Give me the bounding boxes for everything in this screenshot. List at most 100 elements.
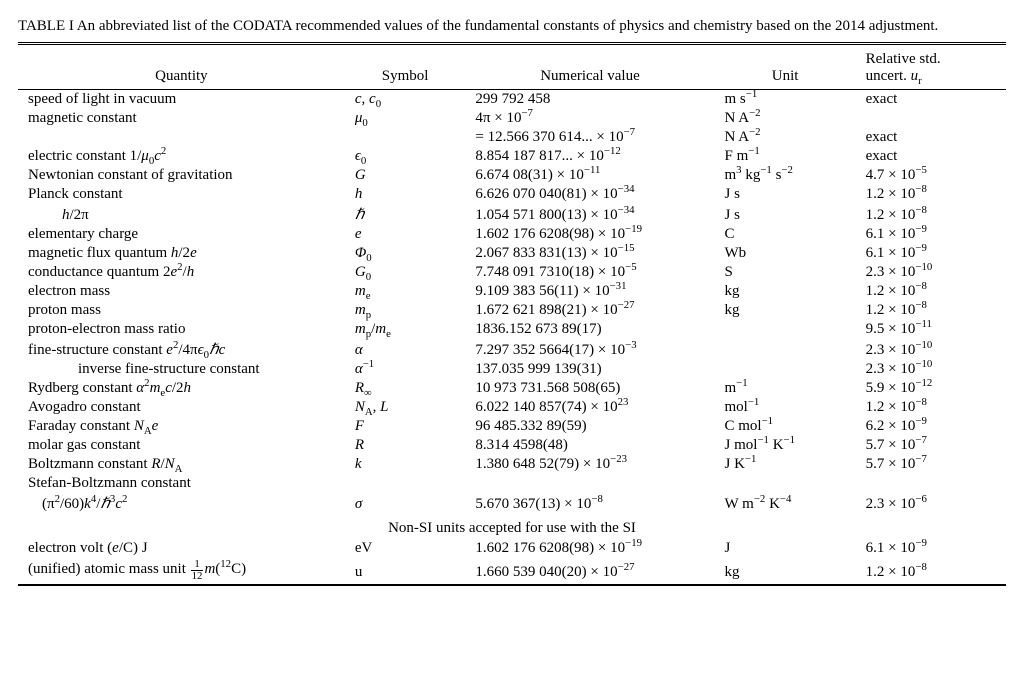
hdr-quantity: Quantity: [18, 47, 345, 89]
unc: 6.1 × 10−9: [856, 539, 1006, 558]
val: 6.626 070 040(81) × 10−34: [465, 185, 714, 204]
val: 1.660 539 040(20) × 10−27: [465, 558, 714, 582]
unc: 6.2 × 10−9: [856, 417, 1006, 436]
unit: kg: [715, 301, 856, 320]
val: 9.109 383 56(11) × 10−31: [465, 282, 714, 301]
sym: u: [345, 558, 466, 582]
table-row: Avogadro constant NA, L 6.022 140 857(74…: [18, 398, 1006, 417]
table-row: electric constant 1/μ0c2 ϵ0 8.854 187 81…: [18, 147, 1006, 166]
unit: N A−2: [715, 128, 856, 147]
sym: R∞: [345, 379, 466, 398]
sym: ϵ0: [345, 147, 466, 166]
val: 8.314 4598(48): [465, 436, 714, 455]
unc: 5.7 × 10−7: [856, 436, 1006, 455]
val: 7.297 352 5664(17) × 10−3: [465, 339, 714, 360]
header-row: Quantity Symbol Numerical value Unit Rel…: [18, 47, 1006, 89]
table-row: (unified) atomic mass unit 112m(12C) u 1…: [18, 558, 1006, 582]
section-header: Non-SI units accepted for use with the S…: [18, 514, 1006, 539]
table-row: (π2/60)k4/ℏ3c2 σ 5.670 367(13) × 10−8 W …: [18, 493, 1006, 514]
val: 6.674 08(31) × 10−11: [465, 166, 714, 185]
table-row: Boltzmann constant R/NA k 1.380 648 52(7…: [18, 455, 1006, 474]
table-row: Stefan-Boltzmann constant: [18, 474, 1006, 493]
unit: W m−2 K−4: [715, 493, 856, 514]
sym: G0: [345, 263, 466, 282]
sym: eV: [345, 539, 466, 558]
qty: fine-structure constant e2/4πϵ0ℏc: [18, 339, 345, 360]
qty: electric constant 1/μ0c2: [18, 147, 345, 166]
val: 4π × 10−7: [465, 109, 714, 128]
sym: me: [345, 282, 466, 301]
qty: (π2/60)k4/ℏ3c2: [18, 493, 345, 514]
sym: e: [345, 225, 466, 244]
unc: 9.5 × 10−11: [856, 320, 1006, 339]
table-row: Newtonian constant of gravitation G 6.67…: [18, 166, 1006, 185]
val: 1836.152 673 89(17): [465, 320, 714, 339]
qty: Newtonian constant of gravitation: [18, 166, 345, 185]
val: 96 485.332 89(59): [465, 417, 714, 436]
unit: J K−1: [715, 455, 856, 474]
unc: 2.3 × 10−6: [856, 493, 1006, 514]
qty: magnetic constant: [18, 109, 345, 128]
val: 1.602 176 6208(98) × 10−19: [465, 539, 714, 558]
unit: m−1: [715, 379, 856, 398]
unit: mol−1: [715, 398, 856, 417]
unit: m3 kg−1 s−2: [715, 166, 856, 185]
qty: proton-electron mass ratio: [18, 320, 345, 339]
sym: mp/me: [345, 320, 466, 339]
unc: 6.1 × 10−9: [856, 225, 1006, 244]
unit: J: [715, 539, 856, 558]
unit: kg: [715, 558, 856, 582]
unc: 2.3 × 10−10: [856, 263, 1006, 282]
table-row: electron volt (e/C) J eV 1.602 176 6208(…: [18, 539, 1006, 558]
qty: Avogadro constant: [18, 398, 345, 417]
val: 6.022 140 857(74) × 1023: [465, 398, 714, 417]
unit: J s: [715, 204, 856, 225]
val: 1.380 648 52(79) × 10−23: [465, 455, 714, 474]
unc: 1.2 × 10−8: [856, 398, 1006, 417]
sym: σ: [345, 493, 466, 514]
qty: Rydberg constant α2mec/2h: [18, 379, 345, 398]
unit: N A−2: [715, 109, 856, 128]
table-row: h/2π ℏ 1.054 571 800(13) × 10−34 J s 1.2…: [18, 204, 1006, 225]
qty: Planck constant: [18, 185, 345, 204]
unc: [856, 109, 1006, 128]
table-row: Rydberg constant α2mec/2h R∞ 10 973 731.…: [18, 379, 1006, 398]
sym: μ0: [345, 109, 466, 128]
table-row: fine-structure constant e2/4πϵ0ℏc α 7.29…: [18, 339, 1006, 360]
val: 1.602 176 6208(98) × 10−19: [465, 225, 714, 244]
sym: NA, L: [345, 398, 466, 417]
table-row: speed of light in vacuum c, c0 299 792 4…: [18, 90, 1006, 110]
qty: Faraday constant NAe: [18, 417, 345, 436]
sym: k: [345, 455, 466, 474]
sym: G: [345, 166, 466, 185]
qty: proton mass: [18, 301, 345, 320]
unc: exact: [856, 147, 1006, 166]
unc: exact: [856, 90, 1006, 110]
val: 1.672 621 898(21) × 10−27: [465, 301, 714, 320]
table-row: electron mass me 9.109 383 56(11) × 10−3…: [18, 282, 1006, 301]
qty: electron mass: [18, 282, 345, 301]
unit: J s: [715, 185, 856, 204]
hdr-symbol: Symbol: [345, 47, 466, 89]
sym: h: [345, 185, 466, 204]
sym: ℏ: [345, 204, 466, 225]
unc: 1.2 × 10−8: [856, 558, 1006, 582]
unit: m s−1: [715, 90, 856, 110]
qty: Boltzmann constant R/NA: [18, 455, 345, 474]
val: 299 792 458: [465, 90, 714, 110]
unit: C: [715, 225, 856, 244]
qty: inverse fine-structure constant: [18, 360, 345, 379]
unit: Wb: [715, 244, 856, 263]
qty: molar gas constant: [18, 436, 345, 455]
table-row: inverse fine-structure constant α−1 137.…: [18, 360, 1006, 379]
table-caption: TABLE I An abbreviated list of the CODAT…: [18, 16, 1006, 36]
val: 7.748 091 7310(18) × 10−5: [465, 263, 714, 282]
unc: 1.2 × 10−8: [856, 185, 1006, 204]
sym: c, c0: [345, 90, 466, 110]
table-row: Faraday constant NAe F 96 485.332 89(59)…: [18, 417, 1006, 436]
val: = 12.566 370 614... × 10−7: [465, 128, 714, 147]
val: 5.670 367(13) × 10−8: [465, 493, 714, 514]
unc: 1.2 × 10−8: [856, 282, 1006, 301]
constants-table: Quantity Symbol Numerical value Unit Rel…: [18, 42, 1006, 586]
unit: kg: [715, 282, 856, 301]
